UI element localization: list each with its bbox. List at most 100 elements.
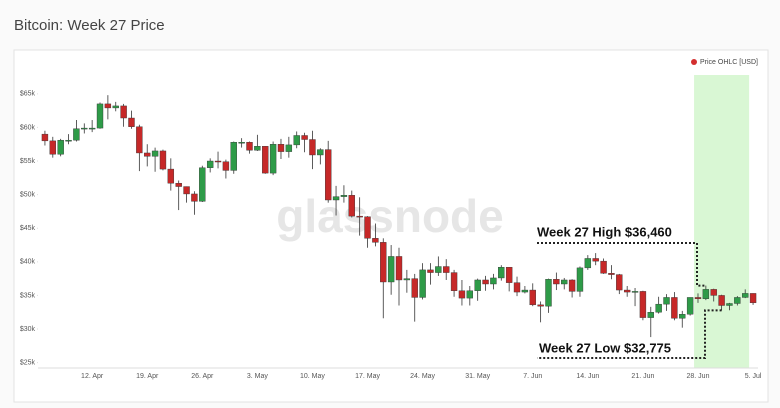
candle-body: [726, 303, 733, 306]
candle-body: [246, 142, 253, 151]
candle-body: [450, 272, 458, 291]
candle-body: [734, 297, 741, 304]
x-tick-label: 5. Jul: [745, 373, 762, 380]
candle-body: [561, 279, 568, 285]
candle-body: [191, 193, 198, 202]
candle-body: [112, 105, 119, 109]
candle-body: [592, 258, 599, 262]
candle-body: [639, 291, 647, 318]
candle-body: [73, 128, 80, 141]
candle-body: [505, 266, 513, 283]
y-tick-label: $40k: [20, 259, 36, 266]
candle-body: [120, 105, 127, 119]
candle-body: [332, 196, 340, 201]
y-tick-label: $35k: [20, 292, 36, 299]
candle-body: [262, 146, 269, 174]
candle-body: [458, 290, 466, 299]
candle-body: [694, 297, 702, 299]
candle-body: [545, 279, 552, 307]
x-tick-label: 31. May: [465, 373, 490, 380]
candle-body: [608, 273, 615, 275]
candle-body: [513, 282, 521, 293]
candle-body: [686, 297, 694, 315]
candle-body: [167, 168, 175, 184]
legend-label: Price OHLC [USD]: [700, 59, 758, 66]
candle-body: [427, 269, 434, 273]
candle-body: [222, 161, 230, 171]
candle-body: [419, 269, 426, 298]
candle-body: [679, 314, 686, 319]
candle-body: [65, 139, 72, 142]
y-tick-label: $60k: [20, 124, 36, 131]
candle-body: [199, 167, 206, 202]
candle-body: [293, 135, 300, 146]
y-tick-label: $55k: [20, 158, 36, 165]
candle-body: [81, 127, 88, 130]
candle-body: [490, 277, 497, 285]
candle-body: [175, 182, 182, 187]
candle-body: [96, 103, 104, 129]
candle-body: [380, 242, 387, 283]
candle-body: [57, 139, 64, 155]
candle-body: [387, 256, 395, 283]
candle-body: [718, 295, 725, 306]
y-tick-label: $30k: [20, 326, 36, 333]
chart-panel: [13, 49, 769, 403]
x-tick-label: 10. May: [300, 373, 325, 380]
y-tick-label: $25k: [20, 359, 36, 366]
candle-body: [104, 103, 112, 109]
candle-body: [128, 117, 135, 127]
annotation-line: [537, 242, 706, 287]
candle-body: [49, 140, 56, 155]
candle-body: [324, 149, 332, 201]
candle-body: [269, 144, 277, 174]
candle-body: [584, 258, 592, 269]
candle-body: [443, 266, 450, 273]
candle-body: [144, 152, 151, 157]
candle-body: [616, 274, 623, 291]
x-tick-label: 17. May: [355, 373, 380, 380]
candle-body: [435, 266, 442, 273]
candle-body: [631, 291, 639, 293]
candle-body: [41, 133, 49, 142]
annotation-text: Week 27 Low $32,775: [539, 340, 671, 355]
watermark: glassnode: [276, 190, 504, 242]
candle-body: [159, 150, 167, 170]
x-tick-label: 12. Apr: [81, 373, 104, 380]
candle-body: [230, 142, 237, 171]
candle-body: [600, 260, 607, 274]
candle-body: [136, 126, 143, 154]
candle-body: [702, 289, 710, 299]
candle-body: [403, 278, 411, 281]
candle-body: [317, 149, 324, 156]
candle-body: [356, 215, 363, 218]
candle-body: [340, 195, 348, 197]
candle-body: [576, 267, 584, 292]
candle-body: [553, 279, 560, 285]
candle-body: [395, 256, 403, 281]
legend-swatch: [691, 59, 697, 65]
highlight-region: [694, 75, 750, 368]
candle-body: [742, 293, 749, 298]
candle-body: [474, 279, 481, 291]
x-tick-label: 21. Jun: [631, 373, 654, 380]
candle-body: [623, 289, 631, 293]
candle-body: [301, 135, 308, 140]
candle-body: [749, 293, 757, 304]
candle-body: [655, 303, 662, 313]
candle-body: [364, 216, 371, 239]
candle-body: [285, 144, 293, 152]
candle-body: [521, 289, 529, 293]
candle-body: [151, 150, 159, 157]
x-tick-label: 26. Apr: [191, 373, 214, 380]
candle-body: [647, 312, 654, 318]
candle-body: [238, 142, 245, 144]
candle-body: [372, 238, 379, 243]
candle-body: [466, 290, 474, 299]
x-tick-label: 24. May: [410, 373, 435, 380]
candle-body: [206, 160, 214, 168]
candle-body: [529, 289, 536, 306]
candle-body: [537, 304, 544, 307]
